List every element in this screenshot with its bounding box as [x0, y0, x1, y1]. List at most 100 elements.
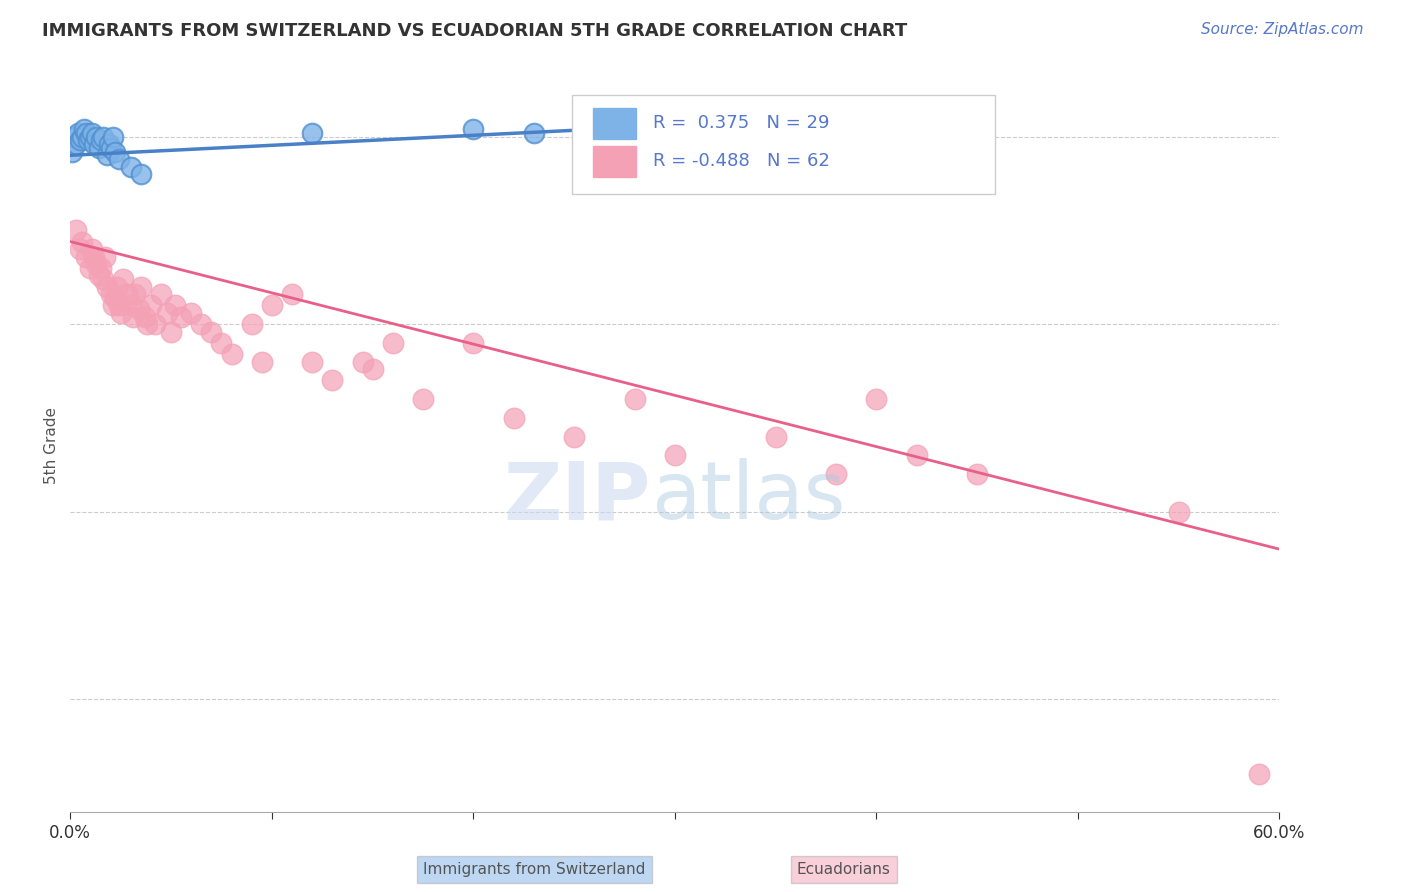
- Point: [115, 287, 138, 301]
- Point: [321, 373, 343, 387]
- Point: [65, 223, 87, 237]
- Text: R = -0.488   N = 62: R = -0.488 N = 62: [654, 152, 830, 169]
- Bar: [593, 146, 636, 177]
- Point: [73, 122, 96, 136]
- Point: [111, 272, 134, 286]
- Point: [381, 335, 404, 350]
- Point: [352, 354, 374, 368]
- Point: [170, 310, 193, 324]
- Point: [301, 354, 323, 368]
- Point: [1167, 505, 1189, 519]
- Point: [100, 287, 122, 301]
- Point: [96, 148, 118, 162]
- Point: [664, 449, 686, 463]
- Point: [107, 152, 129, 166]
- Point: [129, 167, 152, 181]
- Point: [644, 122, 666, 136]
- Point: [65, 136, 87, 151]
- Point: [69, 242, 91, 256]
- Point: [301, 126, 323, 140]
- Point: [60, 145, 83, 159]
- Point: [865, 392, 887, 406]
- Point: [75, 250, 97, 264]
- Point: [200, 325, 222, 339]
- Point: [150, 287, 173, 301]
- Point: [104, 145, 127, 159]
- Point: [100, 141, 122, 155]
- Point: [623, 392, 645, 406]
- Point: [83, 136, 105, 151]
- Point: [180, 306, 202, 320]
- Point: [104, 291, 127, 305]
- Point: [139, 298, 162, 312]
- Point: [72, 235, 94, 249]
- Point: [91, 272, 114, 286]
- Point: [765, 429, 787, 443]
- Point: [1249, 767, 1271, 781]
- Point: [121, 310, 143, 324]
- Point: [110, 306, 132, 320]
- Point: [250, 354, 273, 368]
- Point: [412, 392, 434, 406]
- Point: [93, 250, 115, 264]
- Point: [966, 467, 988, 482]
- Point: [502, 410, 524, 425]
- Point: [463, 335, 485, 350]
- Point: [82, 126, 104, 140]
- Point: [165, 298, 187, 312]
- Point: [79, 260, 101, 275]
- Point: [562, 429, 585, 443]
- Point: [82, 242, 104, 256]
- Point: [156, 306, 179, 320]
- Point: [72, 129, 94, 144]
- Point: [87, 141, 110, 155]
- Point: [463, 122, 485, 136]
- Point: [128, 302, 150, 317]
- Point: [90, 260, 111, 275]
- Point: [281, 287, 304, 301]
- Point: [86, 129, 108, 144]
- Point: [120, 160, 142, 174]
- Text: Immigrants from Switzerland: Immigrants from Switzerland: [423, 863, 645, 877]
- Point: [211, 335, 233, 350]
- Point: [160, 325, 183, 339]
- Point: [86, 257, 108, 271]
- Point: [120, 298, 142, 312]
- Point: [101, 129, 124, 144]
- Point: [905, 449, 928, 463]
- Text: R =  0.375   N = 29: R = 0.375 N = 29: [654, 113, 830, 132]
- Point: [129, 279, 152, 293]
- FancyBboxPatch shape: [572, 95, 995, 194]
- Point: [143, 317, 166, 331]
- Point: [87, 268, 110, 283]
- Point: [190, 317, 212, 331]
- Point: [75, 126, 97, 140]
- Y-axis label: 5th Grade: 5th Grade: [44, 408, 59, 484]
- Text: IMMIGRANTS FROM SWITZERLAND VS ECUADORIAN 5TH GRADE CORRELATION CHART: IMMIGRANTS FROM SWITZERLAND VS ECUADORIA…: [42, 22, 907, 40]
- Text: ZIP: ZIP: [503, 458, 651, 536]
- Point: [523, 126, 546, 140]
- Point: [77, 133, 100, 147]
- Point: [63, 129, 86, 144]
- Point: [96, 279, 118, 293]
- Point: [83, 250, 105, 264]
- Point: [69, 133, 91, 147]
- Point: [825, 467, 848, 482]
- Point: [105, 279, 128, 293]
- Point: [79, 129, 101, 144]
- Point: [623, 126, 645, 140]
- Point: [67, 126, 90, 140]
- Point: [107, 298, 129, 312]
- Point: [240, 317, 263, 331]
- Point: [124, 287, 146, 301]
- Point: [134, 310, 156, 324]
- Point: [361, 362, 384, 376]
- Text: Source: ZipAtlas.com: Source: ZipAtlas.com: [1201, 22, 1364, 37]
- Point: [135, 317, 157, 331]
- Point: [97, 136, 120, 151]
- Text: Ecuadorians: Ecuadorians: [797, 863, 890, 877]
- Bar: [593, 108, 636, 139]
- Point: [90, 133, 111, 147]
- Point: [260, 298, 283, 312]
- Point: [221, 347, 243, 361]
